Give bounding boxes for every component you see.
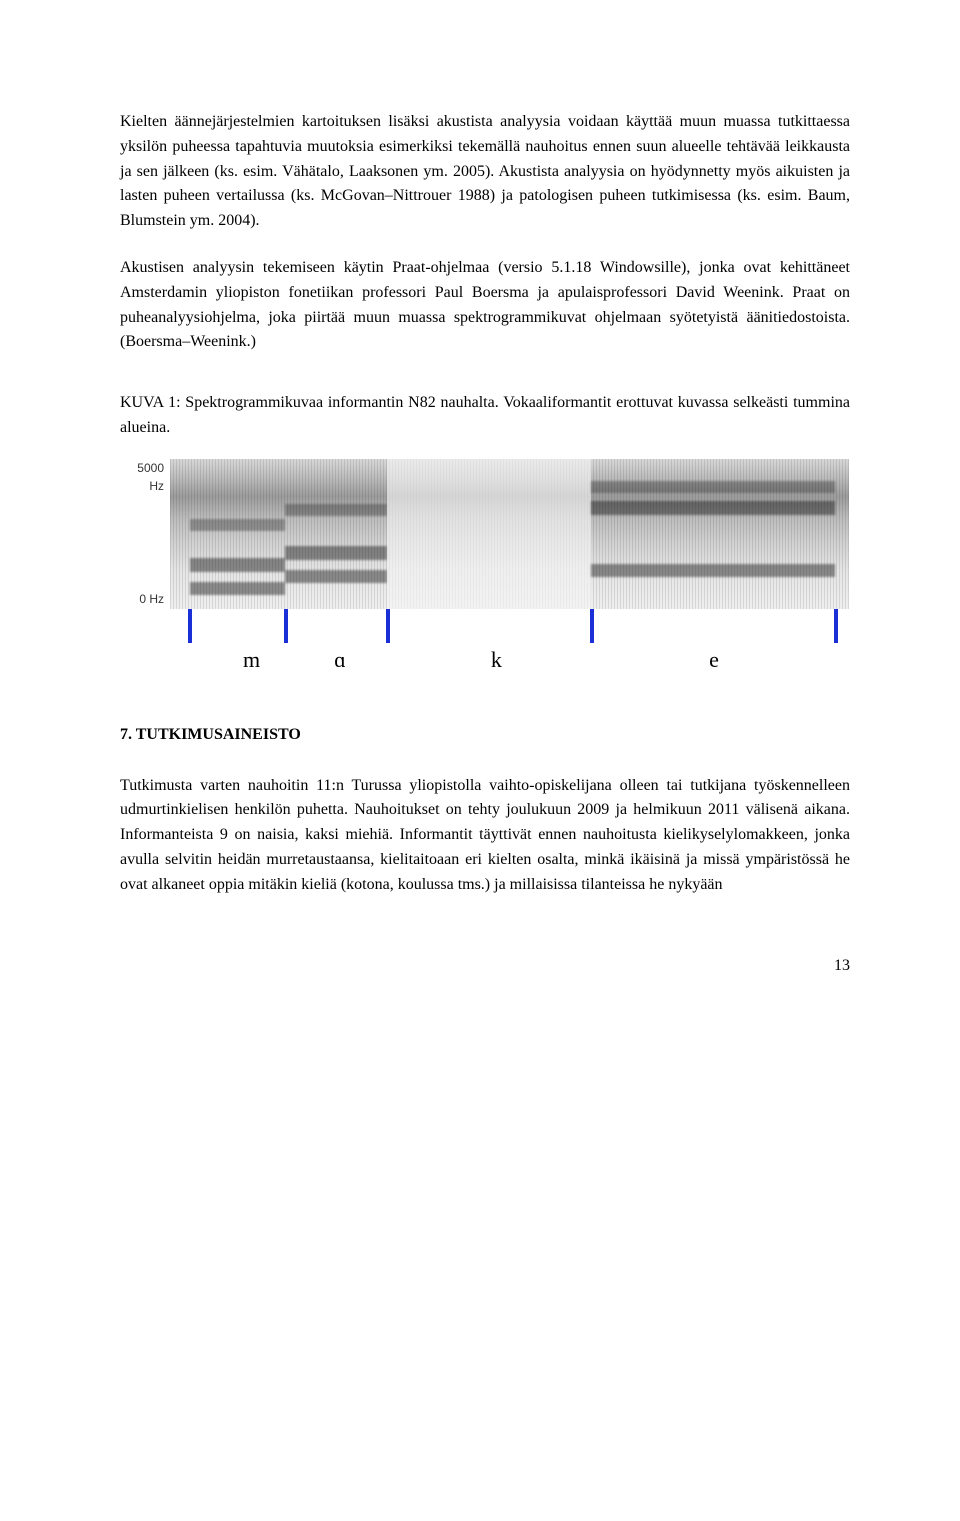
body-paragraph: Kielten äännejärjestelmien kartoituksen …	[120, 110, 850, 234]
phoneme-label: ɑ	[334, 643, 346, 677]
section-number: 7.	[120, 726, 132, 743]
boundary-tick	[284, 609, 288, 643]
page-number: 13	[120, 954, 850, 979]
phoneme-label: k	[491, 643, 502, 677]
section-heading: 7. TUTKIMUSAINEISTO	[120, 723, 850, 748]
body-paragraph: Akustisen analyysin tekemiseen käytin Pr…	[120, 256, 850, 355]
section-title: TUTKIMUSAINEISTO	[136, 726, 301, 743]
boundary-tick	[386, 609, 390, 643]
boundary-ticks	[170, 609, 850, 643]
phoneme-label: e	[709, 643, 719, 677]
segment	[591, 459, 835, 609]
axis-label-bottom: 0 Hz	[120, 590, 164, 609]
segment	[285, 459, 387, 609]
spectrogram-figure: 5000 Hz 0 Hz mɑke	[120, 459, 850, 673]
figure-caption: KUVA 1: Spektrogrammikuvaa informantin N…	[120, 391, 850, 441]
body-paragraph: Tutkimusta varten nauhoitin 11:n Turussa…	[120, 774, 850, 898]
axis-label-top: 5000 Hz	[120, 459, 164, 496]
boundary-tick	[188, 609, 192, 643]
boundary-tick	[590, 609, 594, 643]
segment-quiet	[387, 459, 591, 609]
y-axis: 5000 Hz 0 Hz	[120, 459, 170, 609]
phoneme-labels: mɑke	[170, 643, 850, 673]
boundary-tick	[834, 609, 838, 643]
spectrogram-image	[170, 459, 850, 609]
phoneme-label: m	[243, 643, 260, 677]
segment	[190, 459, 285, 609]
